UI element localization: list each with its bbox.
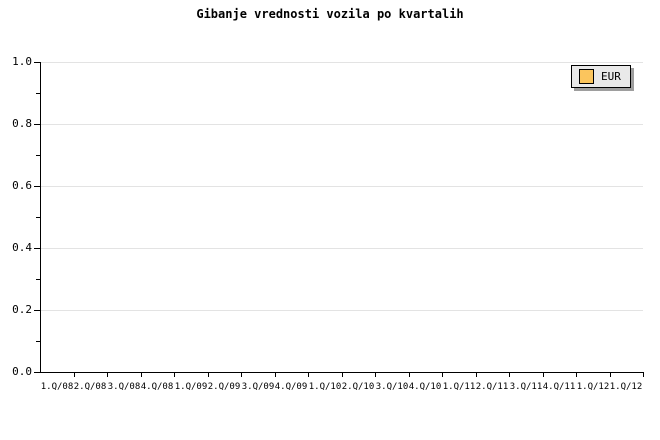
y-tick-label: 0.2 (12, 303, 32, 316)
x-tick-label: 1.Q/08 (40, 382, 74, 392)
x-tick (543, 373, 544, 377)
x-tick (275, 373, 276, 377)
x-tick (208, 373, 209, 377)
x-tick (107, 373, 108, 377)
gridline (41, 310, 643, 311)
gridline (41, 248, 643, 249)
x-tick (174, 373, 175, 377)
y-major-tick (34, 372, 40, 373)
x-tick (409, 373, 410, 377)
x-tick-label: 2.Q/10 (341, 382, 375, 392)
x-tick (375, 373, 376, 377)
x-tick (241, 373, 242, 377)
y-minor-tick (36, 93, 40, 94)
y-major-tick (34, 248, 40, 249)
x-tick (141, 373, 142, 377)
x-axis-line (40, 372, 644, 373)
y-tick-label: 0.6 (12, 179, 32, 192)
x-tick-label: 4.Q/11 (542, 382, 576, 392)
x-tick-label: 1.Q/09 (174, 382, 208, 392)
y-minor-tick (36, 341, 40, 342)
y-major-tick (34, 62, 40, 63)
y-major-tick (34, 124, 40, 125)
x-tick-label: 4.Q/09 (274, 382, 308, 392)
x-tick (308, 373, 309, 377)
y-major-tick (34, 310, 40, 311)
y-tick-label: 0.0 (12, 365, 32, 378)
x-tick (476, 373, 477, 377)
x-tick (509, 373, 510, 377)
y-major-tick (34, 186, 40, 187)
x-tick-label: 3.Q/08 (107, 382, 141, 392)
x-tick-label: 2.Q/11 (475, 382, 509, 392)
y-tick-label: 0.4 (12, 241, 32, 254)
x-tick-label: 1.Q/10 (308, 382, 342, 392)
y-minor-tick (36, 279, 40, 280)
x-tick-label: 2.Q/09 (207, 382, 241, 392)
chart-title: Gibanje vrednosti vozila po kvartalih (196, 7, 464, 21)
y-minor-tick (36, 155, 40, 156)
x-tick (576, 373, 577, 377)
y-tick-label: 1.0 (12, 55, 32, 68)
gridline (41, 186, 643, 187)
y-axis-line (40, 62, 41, 373)
y-minor-tick (36, 217, 40, 218)
y-tick-label: 0.8 (12, 117, 32, 130)
legend-swatch-eur-icon (579, 69, 594, 84)
x-tick (74, 373, 75, 377)
x-tick-label: 1.Q/12 (609, 382, 643, 392)
x-tick-label: 1.Q/12 (576, 382, 610, 392)
x-tick-label: 4.Q/10 (408, 382, 442, 392)
gridline (41, 62, 643, 63)
x-tick (442, 373, 443, 377)
legend: EUR (571, 65, 631, 88)
legend-item-label: EUR (601, 70, 621, 83)
x-tick (643, 373, 644, 377)
x-tick (610, 373, 611, 377)
x-tick-label: 4.Q/08 (140, 382, 174, 392)
x-tick-label: 3.Q/09 (241, 382, 275, 392)
x-tick (342, 373, 343, 377)
x-tick-label: 1.Q/11 (442, 382, 476, 392)
x-tick-label: 2.Q/08 (73, 382, 107, 392)
x-tick-label: 3.Q/11 (509, 382, 543, 392)
gridline (41, 124, 643, 125)
x-tick-label: 3.Q/10 (375, 382, 409, 392)
